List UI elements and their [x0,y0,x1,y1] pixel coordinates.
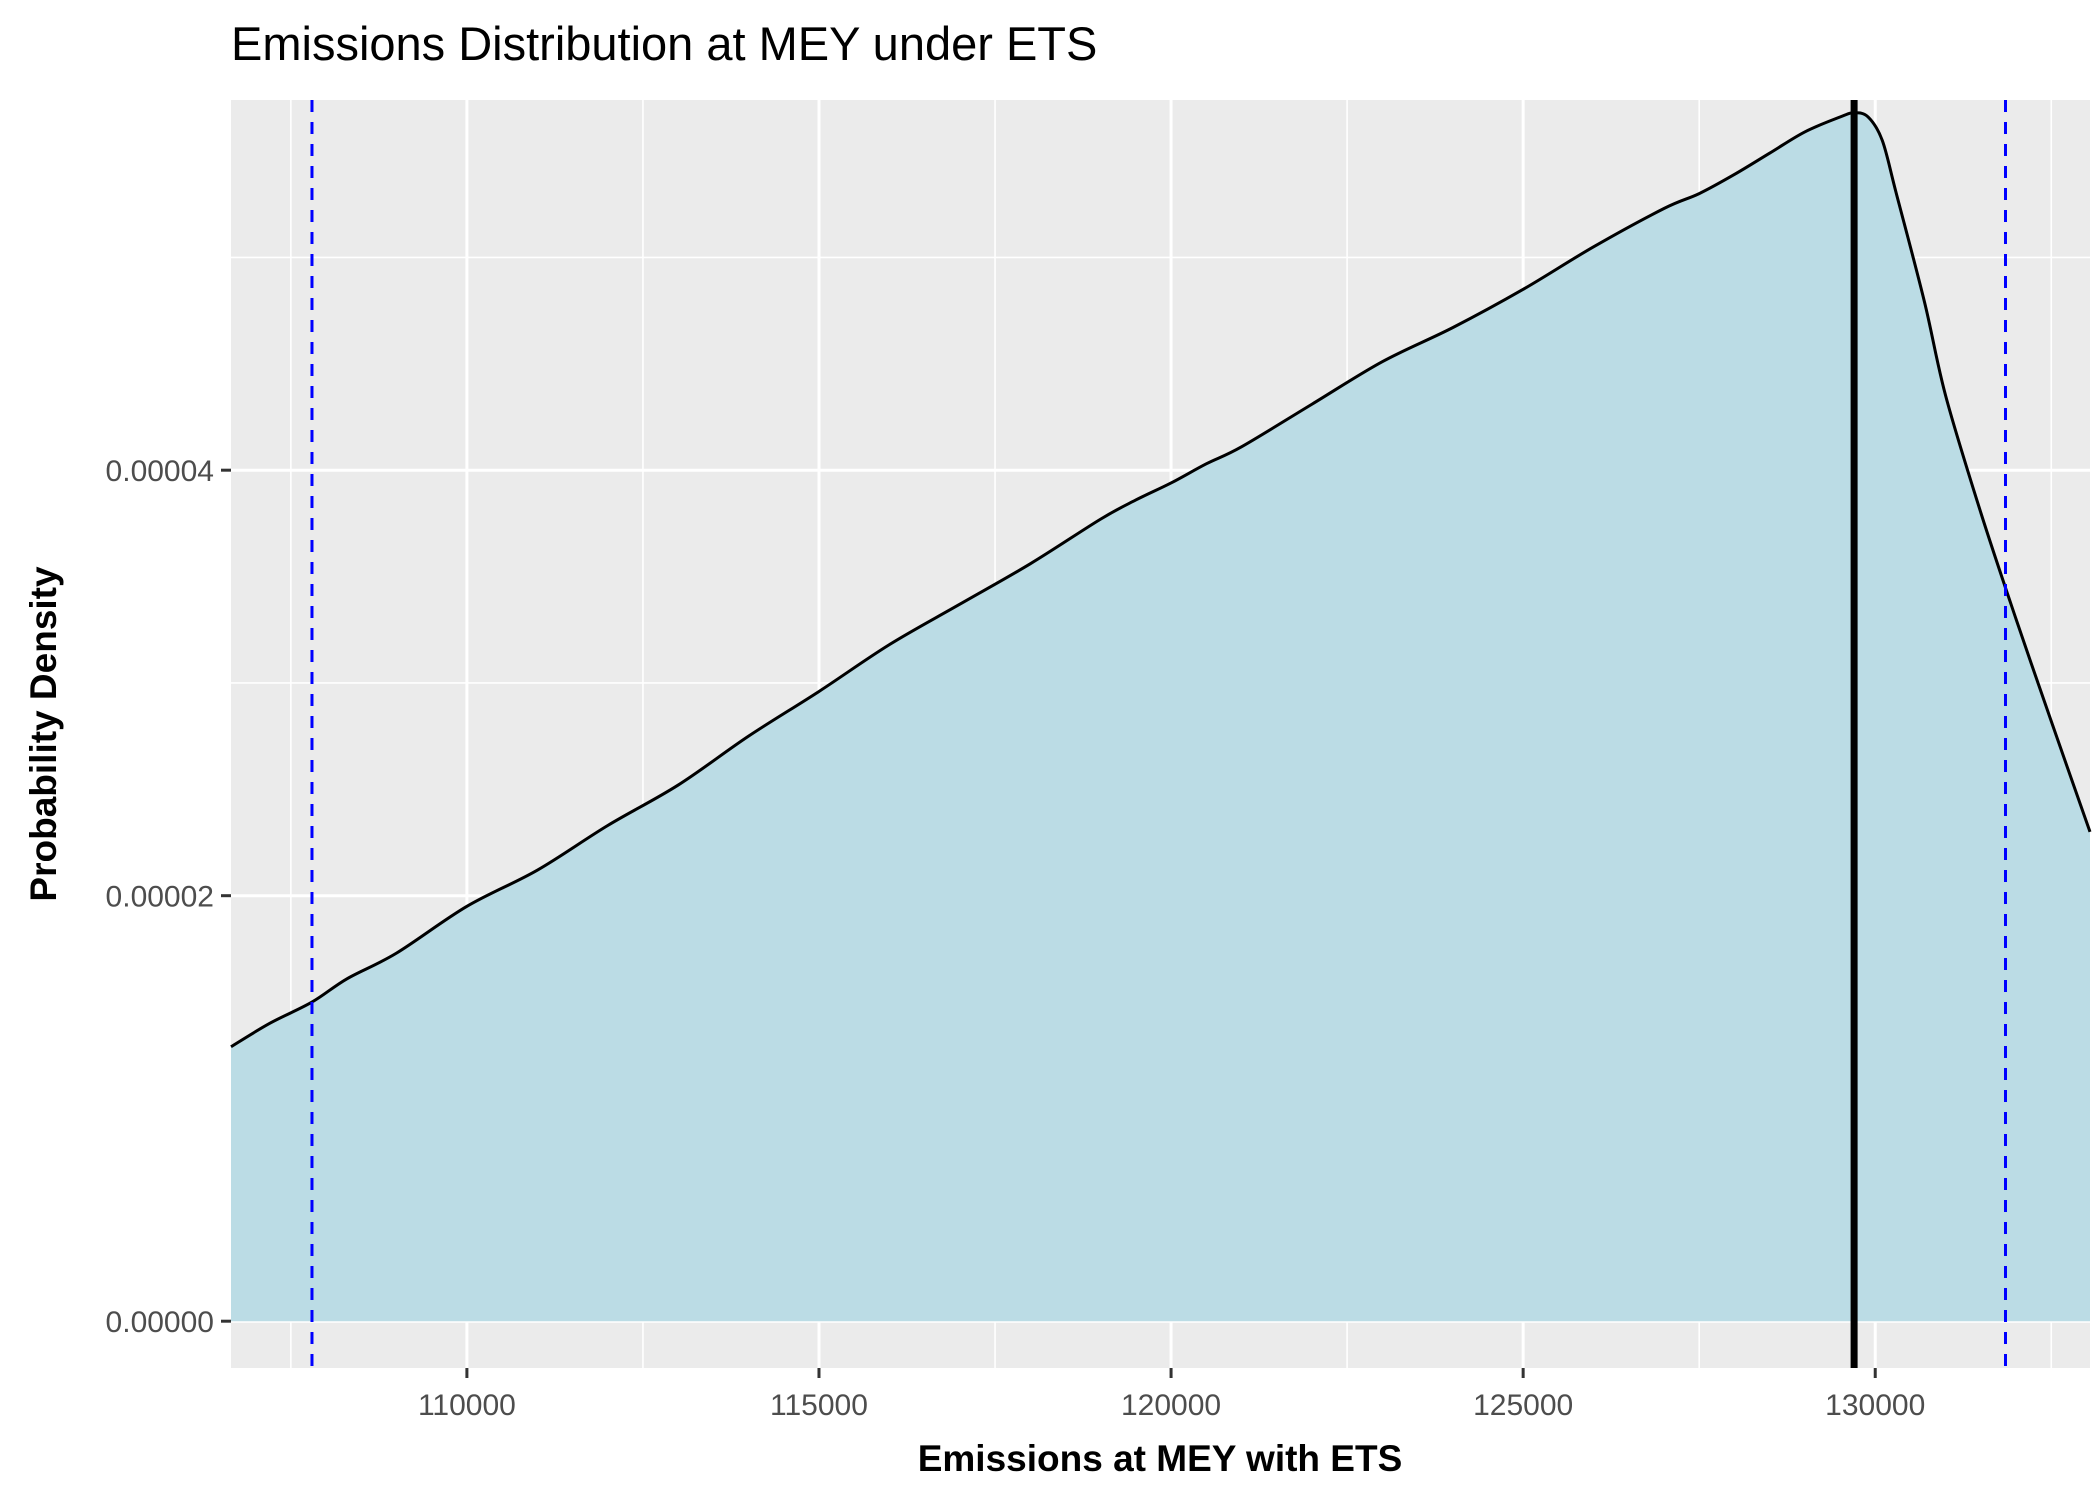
chart-title: Emissions Distribution at MEY under ETS [231,17,1097,70]
density-area [231,112,2090,1322]
x-tick-label: 130000 [1825,1389,1925,1422]
y-tick-label: 0.00002 [106,881,214,914]
x-tick-label: 125000 [1473,1389,1573,1422]
x-axis-title: Emissions at MEY with ETS [918,1438,1403,1479]
y-tick-label: 0.00000 [106,1306,214,1339]
x-axis: 110000 115000 120000 125000 130000 [418,1368,1925,1422]
x-tick-label: 115000 [770,1389,868,1422]
y-tick-label: 0.00004 [106,455,214,488]
y-axis: 0.00000 0.00002 0.00004 [106,455,231,1339]
reference-lines [310,100,2007,1368]
y-axis-title: Probability Density [23,566,64,902]
density-plot [230,111,2092,1322]
x-tick-label: 120000 [1121,1389,1221,1422]
density-curve-line [230,111,2092,1049]
x-tick-label: 110000 [418,1389,516,1422]
